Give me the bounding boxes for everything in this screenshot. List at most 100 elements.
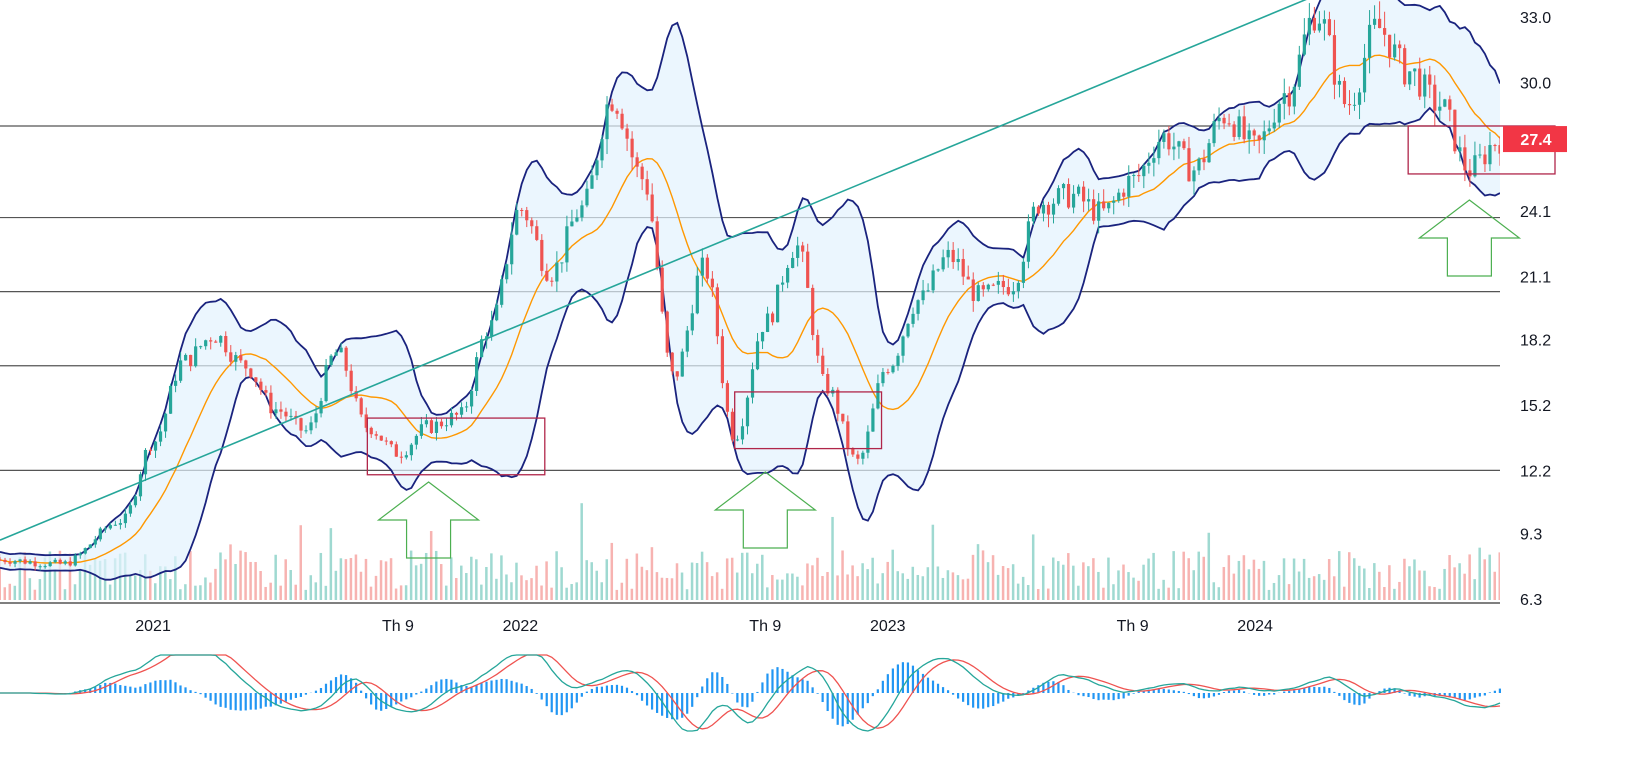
volume-bar xyxy=(199,585,202,600)
candle-body xyxy=(309,422,313,431)
candle-body xyxy=(1277,103,1281,123)
x-axis[interactable]: 2021 Th 9 2022 Th 9 2023 Th 9 2024 xyxy=(135,618,1273,635)
support-box[interactable] xyxy=(366,417,546,476)
macd-histogram-bar xyxy=(731,693,734,694)
candle-body xyxy=(1066,184,1071,208)
macd-histogram-bar xyxy=(510,680,513,693)
volume-bar xyxy=(1021,576,1025,600)
macd-histogram-bar xyxy=(435,681,438,693)
volume-bar xyxy=(1378,571,1381,600)
volume-bar xyxy=(1368,587,1371,600)
volume-bar xyxy=(1212,582,1216,600)
volume-bar xyxy=(660,577,664,600)
macd-histogram-bar xyxy=(696,693,699,698)
volume-bar xyxy=(836,575,839,600)
y-axis[interactable]: 33.0 30.0 24.1 21.1 18.2 15.2 12.2 9.3 6.3 xyxy=(1520,10,1551,609)
support-box[interactable] xyxy=(734,391,883,450)
macd-histogram-bar xyxy=(249,693,252,710)
volume-bar xyxy=(1046,588,1050,600)
candle-body xyxy=(1092,199,1096,221)
candle-body xyxy=(675,371,679,377)
candle-body xyxy=(550,280,554,282)
macd-histogram-bar xyxy=(1358,693,1361,706)
macd-signal-line[interactable] xyxy=(0,654,1501,730)
candle-body xyxy=(359,398,363,415)
macd-histogram-bar xyxy=(1137,691,1140,693)
macd-histogram-bar xyxy=(1057,682,1060,693)
candle-body xyxy=(1443,99,1447,107)
candle-body xyxy=(214,341,218,343)
macd-histogram-bar xyxy=(826,693,829,712)
candle-body xyxy=(1257,135,1261,141)
candle-body xyxy=(1332,35,1337,85)
candle-body xyxy=(1367,24,1372,58)
volume-bar xyxy=(244,552,247,600)
volume-bar xyxy=(1092,558,1095,600)
volume-bar xyxy=(43,557,47,600)
volume-bar xyxy=(419,563,423,600)
volume-bar xyxy=(294,584,297,600)
macd-histogram-bar xyxy=(871,693,874,697)
moving-average-line[interactable] xyxy=(0,54,1500,564)
volume-bar xyxy=(625,558,629,600)
macd-histogram-bar xyxy=(1037,685,1040,693)
x-tick-label: 2023 xyxy=(870,618,906,635)
volume-bar xyxy=(349,558,353,600)
up-arrow[interactable] xyxy=(376,481,481,559)
volume-bar xyxy=(986,562,990,600)
macd-histogram-bar xyxy=(585,691,588,693)
macd-histogram-bar xyxy=(856,693,859,715)
candle-body xyxy=(881,372,885,384)
candle-body xyxy=(971,279,975,301)
upper-band-line[interactable] xyxy=(0,0,1500,557)
y-tick-label: 18.2 xyxy=(1520,333,1551,350)
macd-histogram-bar xyxy=(415,693,418,695)
candle-body xyxy=(1182,141,1186,149)
macd-histogram-bar xyxy=(1062,685,1065,693)
volume-bar xyxy=(1287,584,1291,600)
volume-bar xyxy=(1353,558,1356,600)
macd-histogram-bar xyxy=(881,680,884,693)
volume-bar xyxy=(921,576,925,600)
volume-bar xyxy=(1388,565,1391,600)
macd-histogram-bar xyxy=(781,668,784,693)
macd-histogram-bar xyxy=(811,687,814,693)
candle-body xyxy=(424,420,429,425)
macd-histogram-bar xyxy=(1177,690,1180,693)
volume-bar xyxy=(58,550,62,600)
volume-bar xyxy=(1408,566,1411,600)
macd-panel[interactable] xyxy=(0,654,1501,732)
trendline-group[interactable] xyxy=(0,0,1316,541)
volume-bar xyxy=(455,577,458,600)
candle-body xyxy=(1292,86,1296,107)
candle-body xyxy=(1102,201,1106,209)
y-tick-label: 24.1 xyxy=(1520,204,1551,221)
volume-bar xyxy=(229,544,232,600)
candle-body xyxy=(981,285,985,290)
volume-bar xyxy=(550,587,553,600)
macd-histogram-bar xyxy=(159,680,162,693)
trendline[interactable] xyxy=(0,0,1316,541)
macd-histogram-bar xyxy=(1242,691,1246,693)
volume-bar xyxy=(404,585,408,600)
macd-histogram-bar xyxy=(189,690,192,693)
up-arrow[interactable] xyxy=(713,471,818,549)
candle-body xyxy=(700,257,704,276)
macd-histogram-bar xyxy=(640,693,644,701)
candle-body xyxy=(329,355,333,365)
candle-body xyxy=(991,284,995,286)
macd-line[interactable] xyxy=(0,654,1501,732)
volume-bar xyxy=(344,559,348,600)
candle-body xyxy=(274,409,278,414)
macd-histogram-bar xyxy=(490,680,493,693)
macd-histogram-bar xyxy=(314,690,318,693)
volume-bar xyxy=(1177,588,1180,600)
macd-histogram-bar xyxy=(746,693,749,708)
macd-histogram-bar xyxy=(284,693,287,702)
candle-body xyxy=(620,113,624,129)
y-tick-label: 33.0 xyxy=(1520,10,1551,27)
up-arrow[interactable] xyxy=(1417,199,1522,277)
macd-histogram-bar xyxy=(951,693,955,695)
macd-histogram-bar xyxy=(620,685,624,693)
